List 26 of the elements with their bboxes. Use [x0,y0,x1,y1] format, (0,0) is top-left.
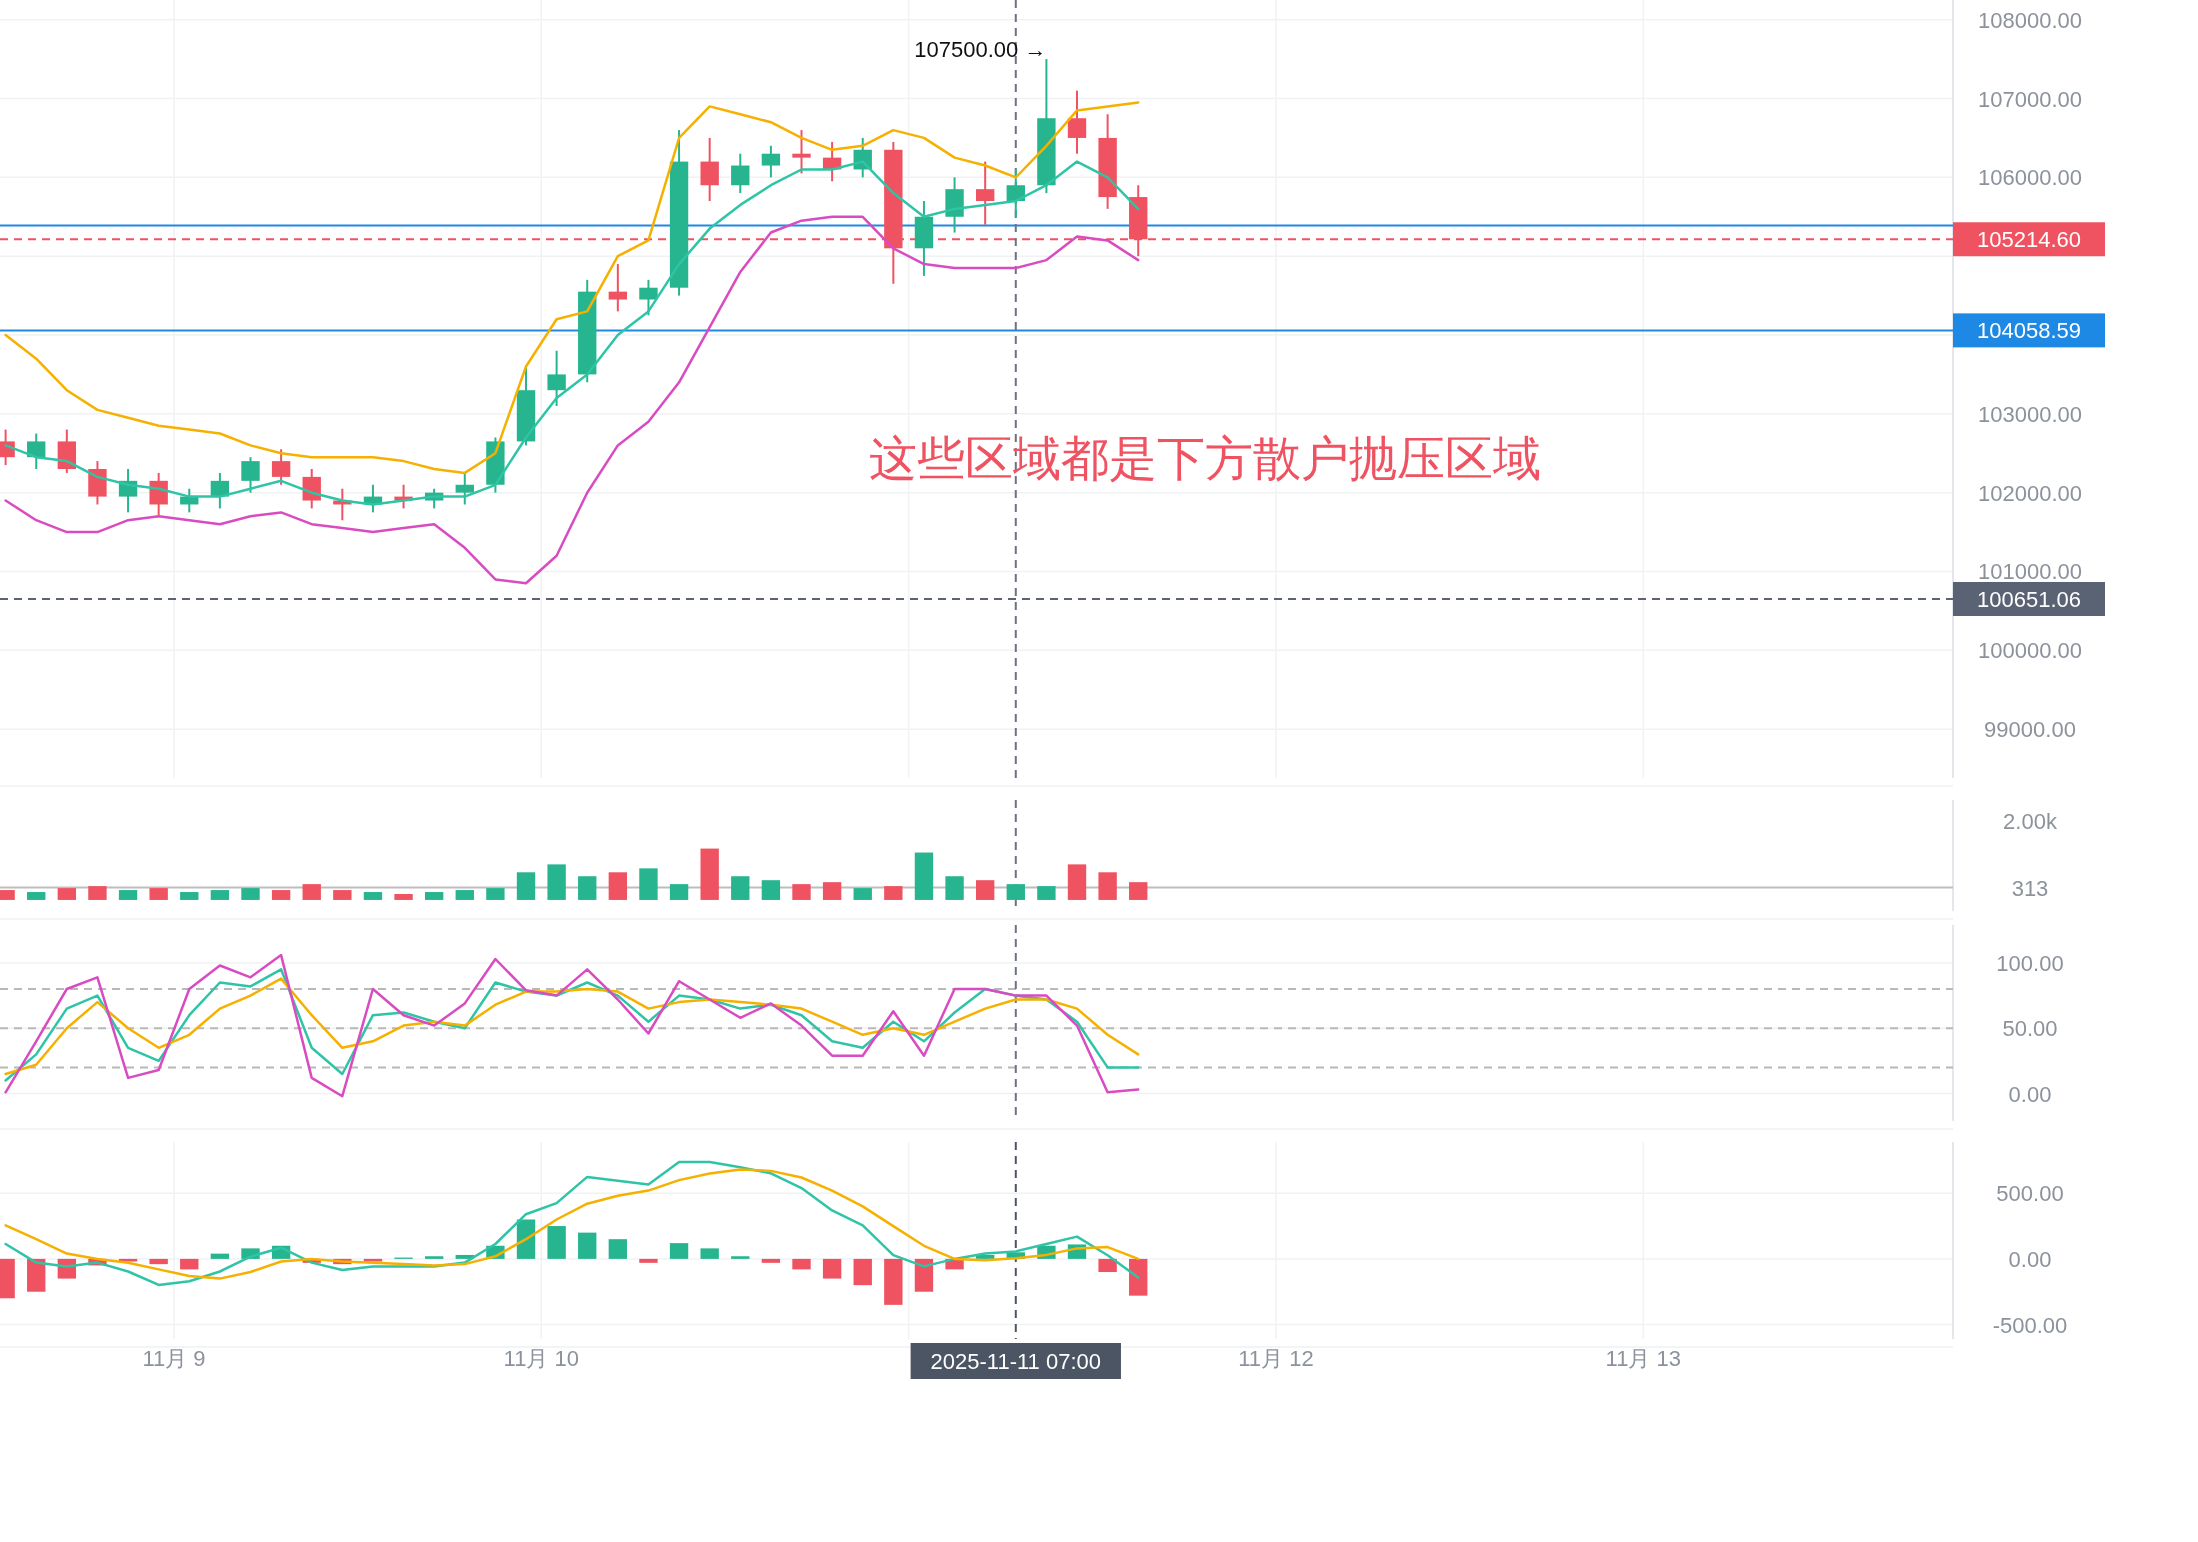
ref-line-label: 105214.60 [1977,227,2081,253]
ref-line-label: 100651.06 [1977,586,2081,612]
ref-line-label: 2025-11-11 07:00 [930,1349,1101,1374]
y-tick-label: 107000.00 [1978,86,2082,112]
y-tick-label: 100000.00 [1978,638,2082,664]
y-tick-label: 99000.00 [1984,717,2076,743]
x-tick-label: 11月 10 [503,1346,580,1371]
y-tick-label: 0.00 [2008,1246,2052,1272]
y-tick-label: 103000.00 [1978,401,2082,427]
y-tick-label: 50.00 [2002,1016,2058,1042]
y-tick-label: 2.00k [2003,808,2058,834]
x-tick-label: 11月 13 [1605,1346,1682,1371]
y-tick-label: 101000.00 [1978,559,2082,585]
y-tick-label: -500.00 [1992,1312,2068,1338]
x-tick-label: 11月 12 [1238,1346,1314,1371]
y-tick-label: 108000.00 [1978,7,2082,33]
y-tick-label: 106000.00 [1978,165,2082,191]
x-tick-label: 11月 9 [142,1346,206,1371]
y-tick-label: 102000.00 [1978,480,2082,506]
annotation: 这些区域都是下方散户抛压区域 [869,429,1542,486]
annotation: 107500.00 → [914,37,1047,63]
y-tick-label: 0.00 [2008,1081,2052,1107]
ref-line-label: 104058.59 [1977,318,2081,344]
y-tick-label: 500.00 [1996,1181,2064,1207]
y-tick-label: 313 [2011,875,2049,901]
y-tick-label: 100.00 [1996,950,2064,976]
